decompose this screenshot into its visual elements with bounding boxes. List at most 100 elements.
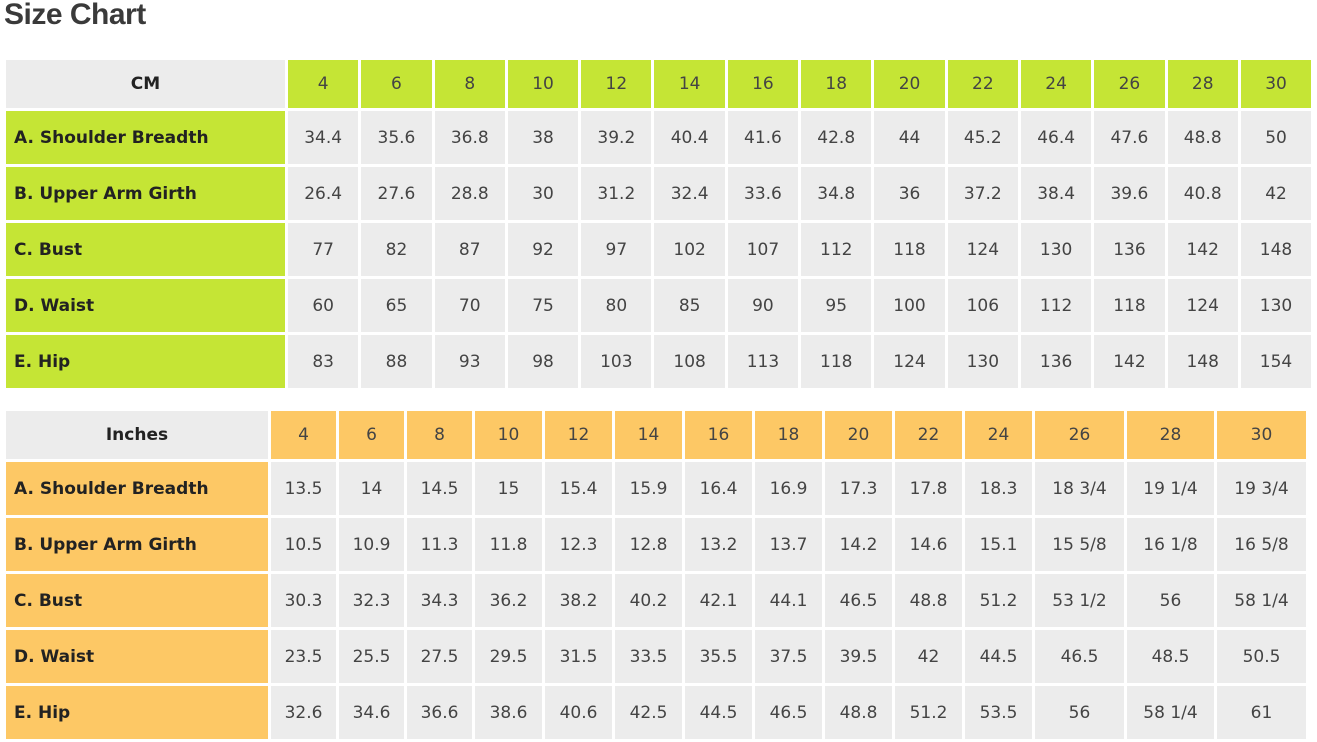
measurement-value: 36.6 [407,686,472,739]
measurement-value: 15 5/8 [1035,518,1124,571]
size-header: 20 [825,411,892,459]
measurement-value: 108 [654,335,725,388]
measurement-value: 11.8 [475,518,542,571]
measurement-value: 17.8 [895,462,962,515]
measurement-value: 14.2 [825,518,892,571]
measurement-value: 36 [874,167,945,220]
measurement-value: 40.4 [654,111,725,164]
measurement-value: 124 [874,335,945,388]
measurement-value: 38.2 [545,574,612,627]
table-row: C. Bust 30.3 32.3 34.3 36.2 38.2 40.2 42.1 44.1 4… [6,574,1306,627]
measurement-value: 44.1 [755,574,822,627]
measurement-value: 113 [727,335,799,388]
measurement-value: 18 3/4 [1035,462,1124,515]
table-row: E. Hip 32.6 34.6 36.6 38.6 40.6 42.5 44.5 46.5 48… [6,686,1306,739]
measurement-value: 32.4 [654,167,725,220]
measurement-value: 50.5 [1217,630,1306,683]
measurement-value: 17.3 [825,462,892,515]
measurement-value: 90 [727,279,799,332]
size-header: 16 [685,411,752,459]
measurement-value: 18.3 [965,462,1032,515]
measurement-value: 65 [361,279,432,332]
measurement-value: 37.2 [947,167,1018,220]
measurement-value: 30 [507,167,579,220]
table-row: B. Upper Arm Girth 10.5 10.9 11.3 11.8 12.3 12… [6,518,1306,571]
measurement-value: 40.6 [545,686,612,739]
measurement-value: 130 [947,335,1018,388]
size-header: 14 [615,411,682,459]
size-header: 20 [874,60,945,108]
measurement-value: 30.3 [271,574,336,627]
size-header: 10 [507,60,579,108]
measurement-value: 60 [288,279,359,332]
measurement-value: 112 [801,223,872,276]
measurement-label: E. Hip [6,335,285,388]
measurement-label: C. Bust [6,223,285,276]
measurement-label: A. Shoulder Breadth [6,462,268,515]
measurement-label: D. Waist [6,279,285,332]
measurement-value: 42 [1240,167,1312,220]
measurement-value: 31.2 [581,167,652,220]
table-row: A. Shoulder Breadth 34.4 35.6 36.8 38 39.2 40.… [6,111,1312,164]
size-header: 14 [654,60,725,108]
measurement-value: 38 [507,111,579,164]
measurement-value: 118 [801,335,872,388]
size-header: 6 [361,60,432,108]
measurement-value: 58 1/4 [1217,574,1306,627]
size-header: 30 [1240,60,1312,108]
measurement-value: 75 [507,279,579,332]
measurement-value: 38.4 [1020,167,1092,220]
table-row: E. Hip 83 88 93 98 103 108 113 118 124 130 136 142 14… [6,335,1312,388]
measurement-value: 10.5 [271,518,336,571]
measurement-value: 42.1 [685,574,752,627]
measurement-value: 53.5 [965,686,1032,739]
measurement-value: 46.4 [1020,111,1092,164]
inch-size-table: Inches 4 6 8 10 12 14 16 18 20 22 24 26 28 30 A. Should… [3,408,1309,742]
measurement-value: 33.6 [727,167,799,220]
table-row: D. Waist 60 65 70 75 80 85 90 95 100 106 112 118 124 1… [6,279,1312,332]
measurement-value: 35.6 [361,111,432,164]
measurement-value: 32.3 [339,574,404,627]
measurement-value: 82 [361,223,432,276]
measurement-value: 16 1/8 [1127,518,1214,571]
measurement-value: 44.5 [685,686,752,739]
measurement-value: 15 [475,462,542,515]
measurement-value: 42 [895,630,962,683]
measurement-value: 136 [1020,335,1092,388]
size-header: 24 [1020,60,1092,108]
measurement-value: 33.5 [615,630,682,683]
measurement-value: 88 [361,335,432,388]
measurement-value: 25.5 [339,630,404,683]
measurement-value: 23.5 [271,630,336,683]
measurement-value: 39.6 [1094,167,1165,220]
measurement-value: 16.9 [755,462,822,515]
measurement-label: B. Upper Arm Girth [6,518,268,571]
measurement-value: 16.4 [685,462,752,515]
measurement-value: 44.5 [965,630,1032,683]
measurement-value: 46.5 [755,686,822,739]
measurement-value: 44 [874,111,945,164]
measurement-value: 124 [1167,279,1238,332]
measurement-value: 27.5 [407,630,472,683]
measurement-value: 12.3 [545,518,612,571]
measurement-value: 14 [339,462,404,515]
measurement-value: 83 [288,335,359,388]
size-header: 24 [965,411,1032,459]
measurement-value: 50 [1240,111,1312,164]
size-header: 8 [434,60,505,108]
measurement-value: 27.6 [361,167,432,220]
header-row: Inches 4 6 8 10 12 14 16 18 20 22 24 26 28 30 [6,411,1306,459]
measurement-value: 85 [654,279,725,332]
measurement-value: 80 [581,279,652,332]
measurement-value: 106 [947,279,1018,332]
table-row: A. Shoulder Breadth 13.5 14 14.5 15 15.4 15.9 1… [6,462,1306,515]
measurement-value: 142 [1167,223,1238,276]
size-header: 22 [947,60,1018,108]
measurement-value: 38.6 [475,686,542,739]
measurement-value: 14.5 [407,462,472,515]
measurement-value: 130 [1020,223,1092,276]
measurement-value: 118 [1094,279,1165,332]
measurement-value: 142 [1094,335,1165,388]
measurement-value: 19 3/4 [1217,462,1306,515]
measurement-value: 28.8 [434,167,505,220]
